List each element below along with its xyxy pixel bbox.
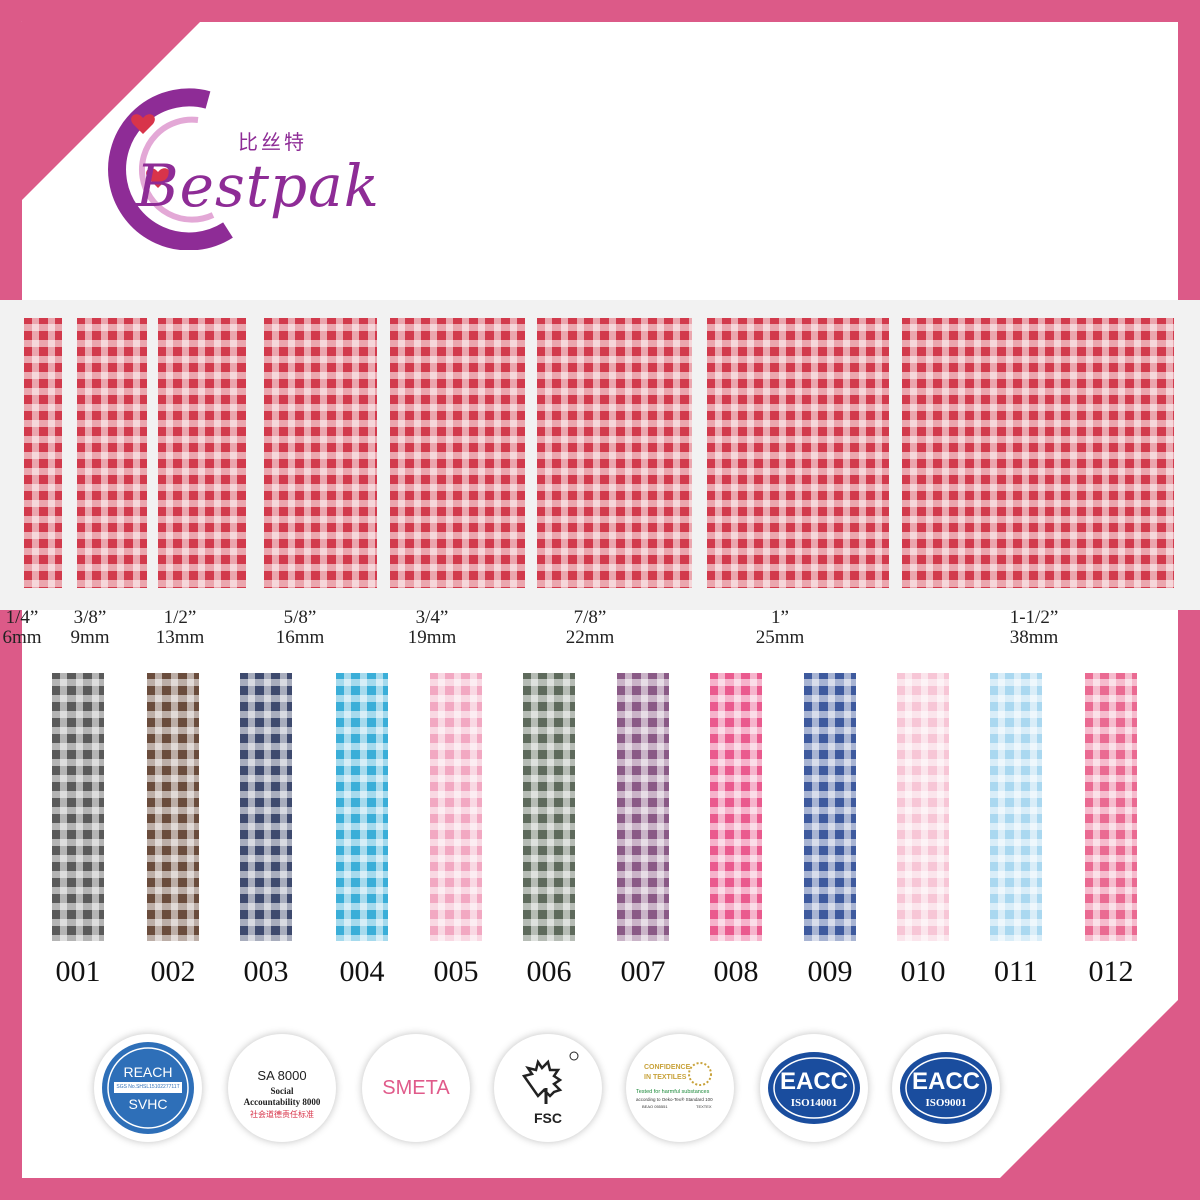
size-mm: 6mm (2, 627, 42, 648)
color-code: 009 (807, 955, 853, 988)
sa8000-title: SA 8000 (257, 1068, 307, 1083)
wide-ribbon-sample (264, 318, 377, 588)
size-inch: 1” (771, 607, 789, 628)
size-inch: 3/8” (73, 607, 107, 628)
wide-ribbon-sample (537, 318, 696, 588)
fsc-badge: FSC (494, 1034, 602, 1142)
oeko-tex-badge: CONFIDENCE IN TEXTILES Tested for harmfu… (626, 1034, 734, 1142)
color-code: 002 (150, 955, 196, 988)
reach-bottom: SVHC (128, 1096, 168, 1112)
reach-sub: SGS No.SHSL1510227711T (116, 1084, 180, 1090)
size-label: 1/4” 6mm (0, 608, 62, 648)
smeta-badge: SMETA (362, 1034, 470, 1142)
fsc-title: FSC (534, 1110, 562, 1126)
size-inch: 1-1/2” (1009, 607, 1059, 628)
reach-svhc-badge: REACH SGS No.SHSL1510227711T SVHC (94, 1034, 202, 1142)
sa8000-chinese: 社会道德责任标准 (250, 1110, 314, 1119)
color-ribbon-sample (1085, 673, 1137, 942)
size-mm: 16mm (275, 627, 325, 648)
color-ribbon-sample (523, 673, 575, 942)
reach-title: REACH (123, 1064, 173, 1080)
color-code: 006 (526, 955, 572, 988)
color-ribbon-sample (336, 673, 388, 942)
oeko-line4: according to Oeko-Tex® Standard 100 (636, 1097, 713, 1102)
color-ribbon-sample (617, 673, 669, 942)
size-inch: 1/4” (5, 607, 39, 628)
size-label: 3/4” 19mm (392, 608, 472, 648)
brand-chinese: 比丝特 (238, 130, 307, 154)
fsc-tree-icon (521, 1051, 579, 1104)
size-mm: 19mm (407, 627, 457, 648)
color-ribbon-sample (710, 673, 762, 942)
eacc9001-title: EACC (911, 1068, 980, 1095)
color-code: 012 (1088, 955, 1134, 988)
color-code: 005 (433, 955, 479, 988)
size-mm: 9mm (70, 627, 110, 648)
size-mm: 13mm (155, 627, 205, 648)
size-inch: 5/8” (283, 607, 317, 628)
size-mm: 22mm (565, 627, 615, 648)
color-ribbon-sample (52, 673, 104, 942)
size-inch: 3/4” (415, 607, 449, 628)
sa8000-line2: Accountability 8000 (243, 1097, 321, 1107)
eacc-iso14001-badge: EACC ISO14001 (760, 1034, 868, 1142)
color-code: 004 (339, 955, 385, 988)
sa8000-line1: Social (270, 1086, 294, 1096)
size-inch: 1/2” (163, 607, 197, 628)
color-ribbon-sample (240, 673, 292, 942)
wide-ribbon-sample (707, 318, 889, 588)
size-inch: 7/8” (573, 607, 607, 628)
wide-ribbon-sample (77, 318, 147, 588)
brand-name: Bestpak (136, 152, 380, 220)
eacc9001-sub: ISO9001 (925, 1097, 967, 1109)
wide-ribbon-sample (390, 318, 525, 588)
eacc14001-title: EACC (779, 1068, 848, 1095)
oeko-line3: Tested for harmful substances (636, 1089, 710, 1095)
bestpak-logo: Bestpak 比丝特 (88, 80, 388, 251)
size-label: 7/8” 22mm (550, 608, 630, 648)
oeko-flower-icon (688, 1062, 712, 1086)
size-mm: 25mm (755, 627, 805, 648)
size-label: 1” 25mm (740, 608, 820, 648)
oeko-code2: TEXTEX (696, 1104, 712, 1109)
sa8000-badge: SA 8000 Social Accountability 8000 社会道德责… (228, 1034, 336, 1142)
color-ribbon-sample (430, 673, 482, 942)
color-code: 010 (900, 955, 946, 988)
size-label: 1-1/2” 38mm (994, 608, 1074, 648)
color-ribbon-sample (804, 673, 856, 942)
color-code: 003 (243, 955, 289, 988)
color-code: 008 (713, 955, 759, 988)
oeko-line1: CONFIDENCE (644, 1064, 691, 1071)
size-label: 5/8” 16mm (260, 608, 340, 648)
size-label: 1/2” 13mm (140, 608, 220, 648)
color-ribbon-sample (990, 673, 1042, 942)
color-code: 011 (994, 955, 1038, 988)
oeko-code1: BEAO 055551 (642, 1104, 668, 1109)
wide-ribbon-sample (902, 318, 1174, 588)
color-ribbon-sample (897, 673, 949, 942)
color-code: 001 (55, 955, 101, 988)
size-label: 3/8” 9mm (50, 608, 130, 648)
color-ribbon-sample (147, 673, 199, 942)
size-mm: 38mm (1009, 627, 1059, 648)
color-code: 007 (620, 955, 666, 988)
eacc-iso9001-badge: EACC ISO9001 (892, 1034, 1000, 1142)
oeko-line2: IN TEXTILES (644, 1074, 687, 1081)
wide-ribbon-sample (24, 318, 62, 588)
eacc14001-sub: ISO14001 (790, 1097, 838, 1109)
smeta-title: SMETA (382, 1077, 450, 1099)
wide-ribbon-sample (158, 318, 246, 588)
